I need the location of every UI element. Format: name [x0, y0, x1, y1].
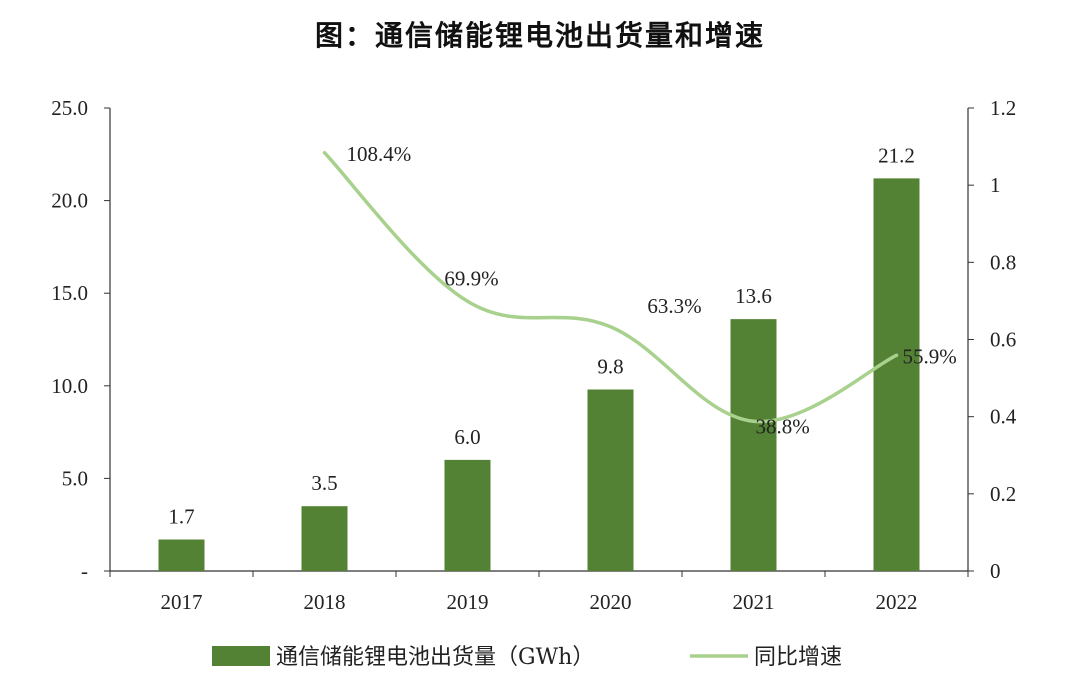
legend-swatch-bar [212, 646, 270, 666]
y-right-tick-label: 0.2 [990, 482, 1016, 506]
x-tick-label: 2022 [876, 590, 918, 614]
x-tick-label: 2020 [590, 590, 632, 614]
bar-data-label: 9.8 [597, 355, 623, 379]
legend-label-line: 同比增速 [754, 645, 842, 670]
line-data-label: 69.9% [444, 266, 498, 290]
y-left-tick-label: 20.0 [51, 189, 88, 213]
y-left-tick-label: - [81, 559, 88, 583]
y-right-tick-label: 0.6 [990, 328, 1016, 352]
growth-point [609, 325, 612, 329]
bar-data-label: 6.0 [454, 425, 480, 449]
y-left-tick-label: 15.0 [51, 281, 88, 305]
line-data-label: 55.9% [903, 344, 957, 368]
x-tick-label: 2021 [733, 590, 775, 614]
bar-data-label: 21.2 [878, 143, 915, 167]
y-left-tick-label: 10.0 [51, 374, 88, 398]
y-right-tick-label: 0.4 [990, 405, 1017, 429]
growth-line [322, 151, 899, 424]
y-right-tick-label: 0 [990, 559, 1001, 583]
x-tick-label: 2018 [304, 590, 346, 614]
y-left-tick-label: 25.0 [51, 96, 88, 120]
growth-point [466, 299, 469, 303]
bar [158, 539, 205, 571]
chart-title: 图：通信储能锂电池出货量和增速 [314, 19, 765, 52]
line-data-label: 108.4% [347, 142, 412, 166]
line-data-label: 38.8% [756, 414, 810, 438]
y-right-tick-label: 0.8 [990, 250, 1016, 274]
bar [301, 506, 348, 571]
bar [730, 319, 777, 571]
legend-label-bar: 通信储能锂电池出货量（GWh） [276, 645, 594, 670]
y-right-tick-label: 1.2 [990, 96, 1016, 120]
bar-data-label: 1.7 [168, 505, 194, 529]
growth-point [323, 151, 326, 155]
bar-data-label: 13.6 [735, 284, 772, 308]
growth-point [752, 419, 755, 423]
line-data-label: 63.3% [647, 294, 701, 318]
y-left-tick-label: 5.0 [62, 466, 88, 490]
growth-point [895, 353, 898, 357]
bar [587, 389, 634, 571]
bar [873, 178, 920, 571]
bar-data-label: 3.5 [311, 471, 337, 495]
y-right-tick-label: 1 [990, 173, 1001, 197]
bar [444, 459, 491, 571]
x-tick-label: 2017 [161, 590, 203, 614]
x-tick-label: 2019 [447, 590, 489, 614]
